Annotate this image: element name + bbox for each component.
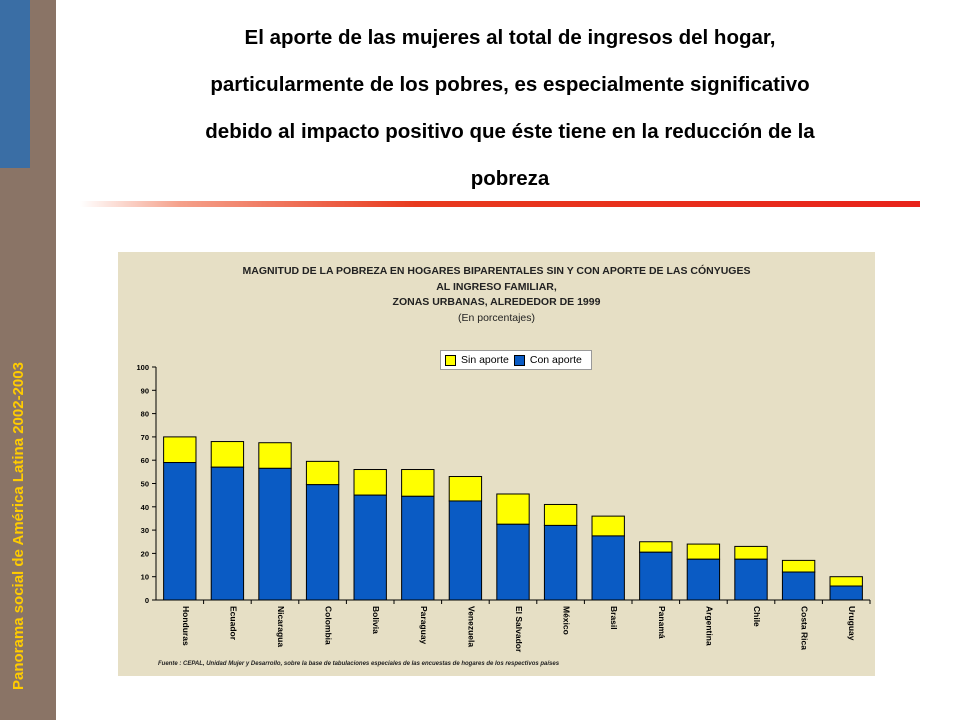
y-tick-label: 30: [141, 526, 149, 535]
bar-con-aporte: [829, 585, 863, 601]
x-tick-label: Panamá: [657, 606, 667, 639]
bar-sin-aporte: [686, 543, 721, 560]
x-tick-label: Ecuador: [228, 606, 238, 641]
x-tick-label: Brasil: [609, 606, 619, 630]
y-tick-label: 50: [141, 480, 149, 489]
bar-con-aporte: [543, 524, 578, 601]
chart-panel: MAGNITUD DE LA POBREZA EN HOGARES BIPARE…: [118, 252, 875, 676]
y-tick-label: 100: [136, 363, 149, 372]
y-tick-label: 80: [141, 410, 149, 419]
legend-swatch-con-aporte: [513, 354, 525, 366]
bar-sin-aporte: [591, 515, 625, 537]
slide-title-line: particularmente de los pobres, es especi…: [210, 73, 810, 96]
x-tick-label: Chile: [752, 606, 762, 627]
bar-con-aporte: [686, 558, 721, 601]
y-tick-label: 60: [141, 456, 149, 465]
slide-title-line: debido al impacto positivo que éste tien…: [205, 120, 815, 143]
y-tick-label: 70: [141, 433, 149, 442]
bar-con-aporte: [401, 495, 435, 601]
bar-sin-aporte: [258, 442, 292, 469]
chart-title-line: AL INGRESO FAMILIAR,: [436, 280, 557, 293]
x-tick-label: Argentina: [704, 606, 714, 646]
x-tick-label: Colombia: [324, 606, 334, 645]
bar-sin-aporte: [210, 441, 245, 468]
bar-sin-aporte: [163, 436, 197, 464]
chart-title: MAGNITUD DE LA POBREZA EN HOGARES BIPARE…: [118, 264, 875, 326]
legend-label-con-aporte: Con aporte: [529, 354, 582, 366]
bar-con-aporte: [305, 484, 340, 601]
y-tick-label: 90: [141, 386, 149, 395]
bar-sin-aporte: [781, 559, 816, 573]
bar-sin-aporte: [401, 469, 435, 497]
bar-sin-aporte: [353, 469, 387, 496]
x-tick-label: Honduras: [181, 606, 191, 646]
bar-con-aporte: [591, 535, 625, 601]
y-tick-label: 20: [141, 549, 149, 558]
bar-sin-aporte: [639, 541, 673, 553]
bar-con-aporte: [448, 500, 483, 601]
x-tick-label: México: [562, 606, 572, 635]
bar-con-aporte: [781, 571, 816, 601]
y-tick-label: 40: [141, 503, 149, 512]
bar-sin-aporte: [543, 503, 578, 526]
slide-title: El aporte de las mujeres al total de ing…: [80, 14, 940, 202]
sidebar: Panorama social de América Latina 2002-2…: [0, 0, 56, 720]
bar-con-aporte: [210, 466, 245, 601]
x-tick-label: Bolivia: [371, 606, 381, 634]
chart-title-line: MAGNITUD DE LA POBREZA EN HOGARES BIPARE…: [242, 265, 751, 277]
bar-sin-aporte: [496, 493, 530, 525]
y-tick-label: 10: [141, 573, 149, 582]
bar-con-aporte: [734, 558, 768, 601]
x-tick-label: Uruguay: [847, 606, 857, 641]
slide-title-line: pobreza: [470, 167, 550, 190]
legend-swatch-sin-aporte: [445, 354, 456, 366]
y-tick-label: 0: [145, 596, 149, 605]
x-tick-label: Nicaragua: [276, 606, 286, 647]
bar-chart: 0 10 20 30 40 50 60 70 80 90 100 Honduras Ecuador Nic…: [136, 363, 871, 653]
x-tick-label: Paraguay: [419, 606, 429, 645]
chart-source-note: Fuente : CEPAL, Unidad Mujer y Desarroll…: [158, 661, 560, 667]
bar-con-aporte: [353, 494, 387, 601]
slide-title-line: El aporte de las mujeres al total de ing…: [244, 26, 776, 49]
chart-legend: Sin aporte Con aporte: [440, 350, 592, 370]
x-tick-label: Costa Rica: [800, 606, 810, 650]
x-tick-label: Venezuela: [466, 606, 476, 647]
bar-con-aporte: [258, 467, 292, 601]
sidebar-accent-block: [0, 0, 30, 168]
sidebar-vertical-title: Panorama social de América Latina 2002-2…: [10, 362, 27, 690]
bar-sin-aporte: [448, 476, 483, 502]
bar-sin-aporte: [305, 460, 340, 486]
bar-con-aporte: [639, 551, 673, 601]
bar-con-aporte: [163, 462, 197, 601]
x-tick-label: El Salvador: [514, 606, 524, 653]
bar-sin-aporte: [734, 545, 768, 560]
legend-label-sin-aporte: Sin aporte: [461, 354, 509, 366]
bar-con-aporte: [496, 523, 530, 601]
chart-title-line: ZONAS URBANAS, ALREDEDOR DE 1999: [392, 296, 601, 308]
title-divider: [80, 201, 920, 207]
bar-sin-aporte: [829, 576, 863, 587]
chart-subtitle: (En porcentajes): [457, 311, 536, 324]
